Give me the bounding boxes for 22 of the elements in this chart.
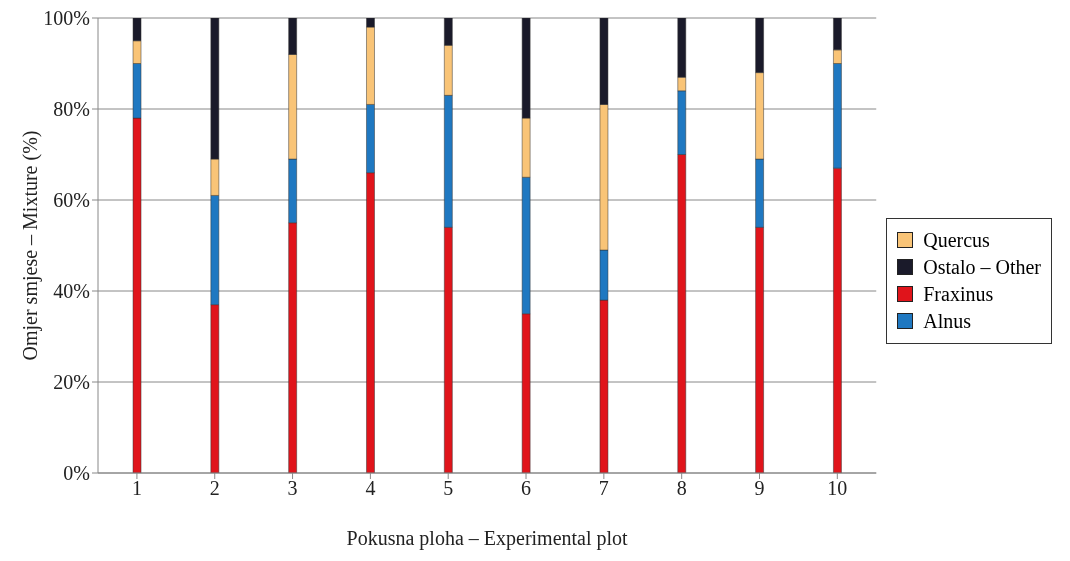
legend-label: Alnus: [923, 309, 972, 333]
y-tick-label: 60%: [53, 189, 90, 212]
x-tick-label: 1: [131, 477, 142, 500]
y-tick-label: 0%: [63, 462, 90, 485]
x-tick-label: 6: [521, 477, 532, 500]
y-axis-title: Omjer smjese – Mixture (%): [19, 130, 43, 361]
x-tick-label: 2: [209, 477, 220, 500]
x-tick-label: 4: [365, 477, 376, 500]
y-tick-label: 100%: [43, 7, 90, 30]
y-tick-label: 80%: [53, 98, 90, 121]
x-tick-label: 8: [676, 477, 687, 500]
x-tick-label: 3: [287, 477, 298, 500]
legend-label: Quercus: [923, 228, 990, 252]
legend-label: Ostalo – Other: [923, 255, 1041, 279]
x-axis-title: Pokusna ploha – Experimental plot: [346, 527, 629, 551]
y-tick-label: 20%: [53, 371, 90, 394]
legend-label: Fraxinus: [923, 282, 994, 306]
x-tick-label: 9: [754, 477, 765, 500]
x-tick-label: 10: [827, 477, 848, 500]
y-tick-label: 40%: [53, 280, 90, 303]
x-tick-label: 7: [598, 477, 609, 500]
x-tick-label: 5: [443, 477, 454, 500]
